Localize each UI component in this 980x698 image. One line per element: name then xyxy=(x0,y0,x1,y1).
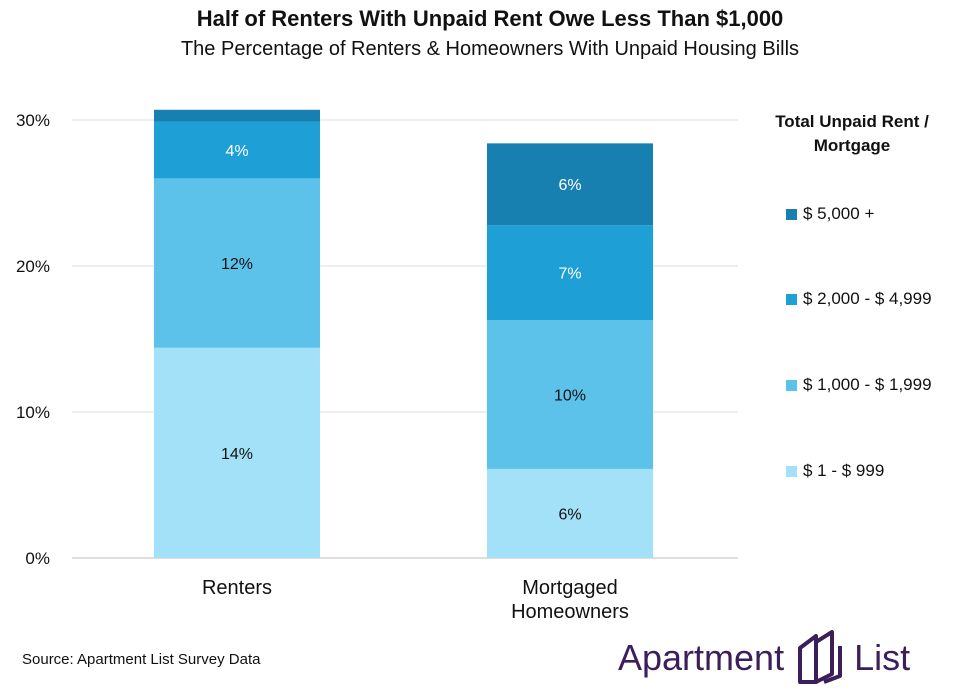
y-tick-label: 30% xyxy=(16,111,50,130)
legend-label: $ 2,000 - $ 4,999 xyxy=(803,289,932,308)
x-category-label: Mortgaged xyxy=(522,577,618,599)
building-icon xyxy=(798,630,843,684)
data-label: 12% xyxy=(221,256,253,273)
legend-swatch xyxy=(786,293,797,305)
logo-word-apartment: Apartment xyxy=(618,637,785,678)
data-label: 6% xyxy=(558,177,581,194)
source-note: Source: Apartment List Survey Data xyxy=(22,651,261,668)
apartment-list-logo: Apartment List xyxy=(618,628,910,688)
legend-item: $ 1 - $ 999 xyxy=(786,461,884,481)
bar-segment xyxy=(487,225,653,321)
chart-subtitle: The Percentage of Renters & Homeowners W… xyxy=(180,38,800,60)
x-category-label: Renters xyxy=(202,577,272,599)
legend-label: $ 5,000 + xyxy=(803,204,875,223)
y-tick-label: 20% xyxy=(16,257,50,276)
chart-title: Half of Renters With Unpaid Rent Owe Les… xyxy=(196,6,784,31)
legend-swatch xyxy=(786,208,797,220)
legend-item: $ 2,000 - $ 4,999 xyxy=(786,289,932,309)
y-tick-label: 10% xyxy=(16,403,50,422)
legend-item: $ 5,000 + xyxy=(786,204,874,224)
data-label: 14% xyxy=(221,446,253,463)
logo-word-list: List xyxy=(854,637,911,678)
legend-item: $ 1,000 - $ 1,999 xyxy=(786,375,932,395)
legend-swatch xyxy=(786,379,797,391)
data-label: 10% xyxy=(554,387,586,404)
bar-segment xyxy=(487,143,653,226)
bar-segment xyxy=(487,468,653,558)
legend-title: Total Unpaid Rent / Mortgage xyxy=(775,112,929,155)
bar-segment xyxy=(154,109,320,122)
data-label: 6% xyxy=(558,506,581,523)
legend-label: $ 1 - $ 999 xyxy=(803,461,885,480)
bar-segment xyxy=(154,178,320,348)
data-label: 7% xyxy=(558,266,581,283)
bar-segment xyxy=(487,320,653,469)
data-label: 4% xyxy=(225,143,248,160)
legend-label: $ 1,000 - $ 1,999 xyxy=(803,375,932,394)
y-tick-label: 0% xyxy=(25,549,50,568)
x-category-label: Homeowners xyxy=(511,601,629,623)
legend-swatch xyxy=(786,465,797,477)
bar-segment xyxy=(154,347,320,558)
bar-segment xyxy=(154,121,320,179)
